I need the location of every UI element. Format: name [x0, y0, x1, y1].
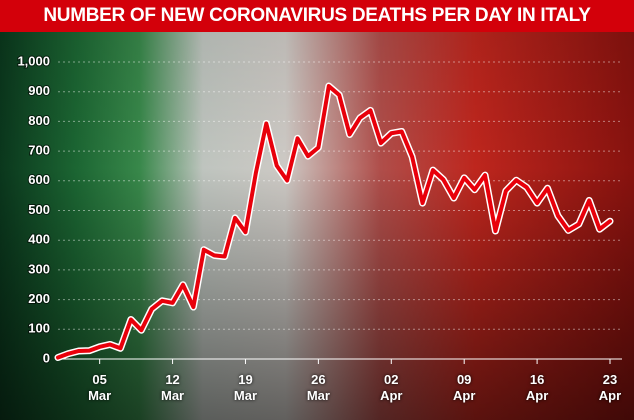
chart-title: NUMBER OF NEW CORONAVIRUS DEATHS PER DAY…: [0, 0, 634, 32]
y-tick-label: 500: [28, 202, 50, 217]
x-tick-label: 19 Mar: [233, 372, 258, 403]
line: [56, 84, 612, 360]
x-tick-label: 02 Apr: [380, 372, 403, 403]
y-tick-label: 100: [28, 321, 50, 336]
x-tick-label: 23 Apr: [598, 372, 622, 403]
y-tick-label: 400: [28, 232, 50, 247]
x-tick-label: 26 Mar: [306, 372, 330, 403]
y-tick-label: 300: [28, 261, 50, 276]
x-tick-label: 12 Mar: [161, 372, 185, 403]
y-tick-label: 800: [28, 113, 50, 128]
y-tick-label: 600: [28, 172, 50, 187]
x-tick-label: 05 Mar: [88, 372, 112, 403]
x-tick-label: 16 Apr: [525, 372, 549, 403]
y-tick-label: 1,000: [17, 53, 50, 68]
y-tick-label: 200: [28, 291, 50, 306]
y-tick-label: 900: [28, 83, 50, 98]
y-tick-label: 0: [43, 350, 50, 365]
line-outline: [54, 82, 614, 362]
x-tick-label: 09 Apr: [452, 372, 476, 403]
y-tick-label: 700: [28, 143, 50, 158]
